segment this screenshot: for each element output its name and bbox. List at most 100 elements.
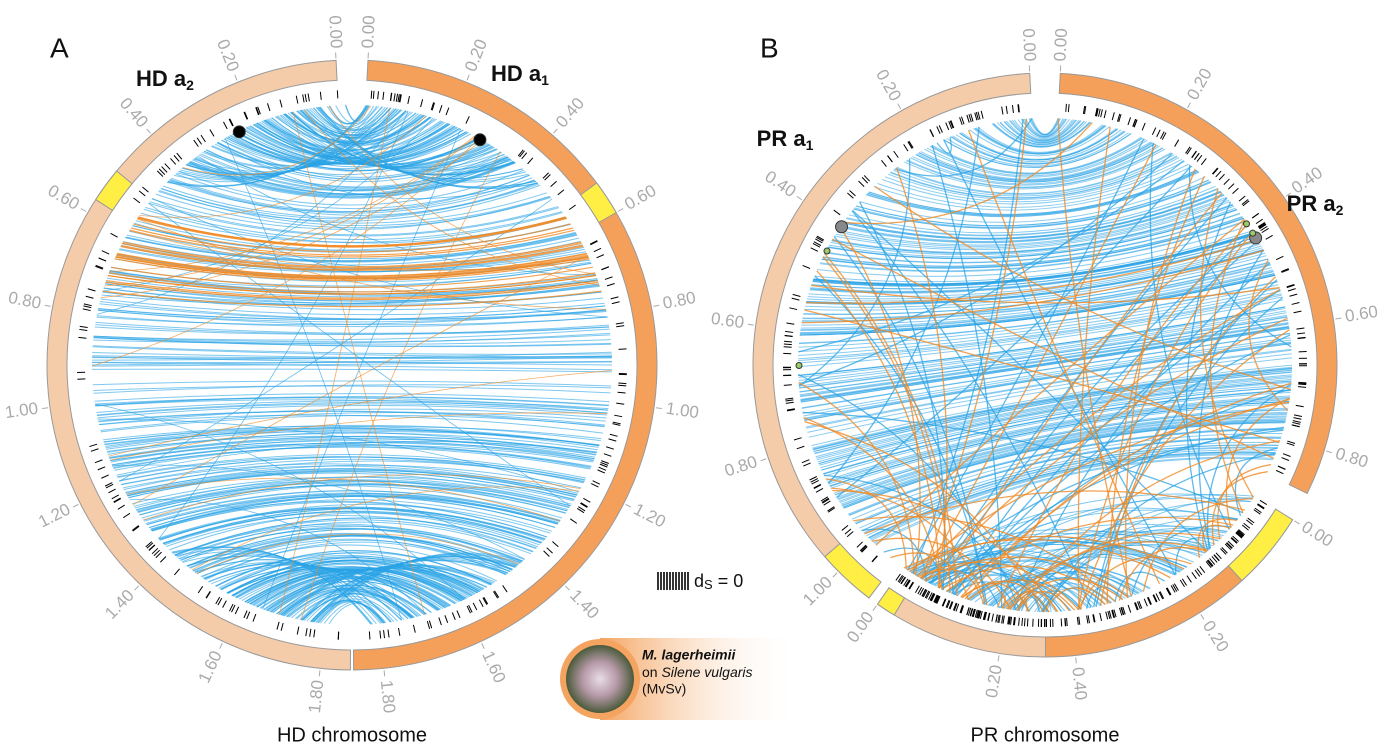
marker-dot	[824, 248, 830, 254]
ds-marker	[606, 447, 614, 449]
ds-marker	[1142, 123, 1145, 130]
ds-marker	[306, 628, 307, 636]
ds-marker	[547, 548, 553, 553]
ds-marker	[99, 258, 106, 261]
ds-marker	[1065, 618, 1066, 626]
ds-marker	[310, 629, 311, 637]
tick-label: 1.80	[377, 679, 399, 714]
ds-marker	[223, 601, 227, 608]
ds-marker	[814, 485, 821, 489]
tick-mark	[565, 586, 569, 590]
ds-marker	[1192, 572, 1197, 579]
ds-marker	[194, 140, 199, 147]
tick-mark	[235, 75, 237, 81]
tick-mark	[833, 573, 837, 577]
ds-marker	[590, 241, 597, 245]
ds-marker	[784, 344, 792, 345]
ds-marker	[89, 444, 97, 446]
marker-dot	[1250, 230, 1256, 236]
ds-marker	[618, 383, 626, 384]
ds-marker	[1292, 422, 1300, 424]
ds-marker	[373, 91, 374, 99]
ds-marker	[786, 323, 794, 324]
ds-marker	[305, 94, 306, 102]
tick-label: 1.80	[305, 679, 327, 714]
tick-mark	[467, 75, 469, 81]
tick-label: 0.60	[621, 181, 659, 214]
ds-marker	[887, 156, 892, 162]
ds-marker	[1012, 105, 1013, 113]
ds-marker	[160, 556, 166, 562]
ds-marker	[605, 277, 613, 280]
ds-marker	[101, 475, 108, 478]
ds-marker	[1294, 311, 1302, 313]
ds-marker	[1066, 104, 1067, 112]
ds-marker	[594, 248, 601, 251]
ds-marker	[1293, 418, 1301, 420]
link	[98, 306, 605, 320]
tick-mark	[797, 196, 802, 199]
ds-marker	[452, 612, 455, 619]
ds-marker	[558, 190, 564, 195]
marker-dot	[474, 134, 486, 146]
tick-label: 1.00	[799, 573, 836, 610]
ds-marker	[597, 255, 604, 258]
ds-marker	[427, 621, 429, 629]
ds-marker	[142, 187, 148, 192]
tick-label: 1.40	[566, 586, 603, 623]
ds-marker	[84, 304, 92, 306]
tick-label: 1.60	[478, 648, 509, 686]
tick-label: 1.40	[101, 586, 138, 623]
ds-marker	[1002, 107, 1003, 115]
ds-marker	[118, 505, 125, 509]
ds-marker	[123, 513, 130, 517]
ds-marker	[473, 603, 477, 610]
ds-marker	[1282, 458, 1289, 461]
ds-marker	[858, 181, 864, 187]
ds-marker	[1292, 425, 1300, 427]
ds-marker	[1175, 140, 1179, 147]
ds-marker	[792, 298, 800, 300]
ds-marker	[308, 94, 309, 102]
panel-letter: B	[760, 32, 779, 63]
ds-marker	[1144, 599, 1147, 606]
tick-label: 0.00	[843, 608, 878, 646]
ds-marker	[552, 541, 558, 546]
ds-marker	[881, 160, 886, 166]
tick-label: 0.20	[982, 664, 1006, 700]
ds-marker	[939, 125, 942, 132]
ds-marker	[785, 398, 793, 399]
ds-marker	[479, 600, 483, 607]
ds-marker	[86, 296, 94, 298]
ds-marker	[789, 308, 797, 310]
tick-label: 1.60	[195, 648, 226, 686]
ds-marker	[1278, 466, 1285, 469]
ds-marker	[909, 582, 913, 589]
ds-marker	[280, 100, 282, 108]
tick-mark	[45, 305, 51, 306]
ds-marker	[1003, 616, 1004, 624]
panel-letter: A	[50, 32, 69, 63]
ds-marker	[1297, 333, 1305, 334]
centromere	[1228, 509, 1292, 580]
ds-marker	[1128, 605, 1131, 613]
ds-marker	[165, 164, 170, 170]
centromere	[825, 544, 881, 598]
tick-label: 0.40	[1068, 666, 1090, 701]
ds-marker	[111, 233, 118, 237]
tick-mark	[42, 408, 48, 409]
ds-marker	[551, 181, 557, 186]
ds-marker	[134, 198, 140, 203]
ds-marker	[388, 630, 389, 638]
ds-marker	[609, 439, 617, 441]
segment-name-sub: 1	[806, 137, 814, 153]
tick-mark	[653, 305, 659, 306]
ds-marker	[1192, 151, 1197, 158]
tick-mark	[135, 586, 139, 590]
ds-marker	[816, 488, 823, 492]
ds-marker	[396, 94, 397, 102]
ds-marker	[247, 612, 250, 619]
tick-label: 0.00	[358, 15, 379, 49]
ds-marker	[139, 191, 145, 196]
